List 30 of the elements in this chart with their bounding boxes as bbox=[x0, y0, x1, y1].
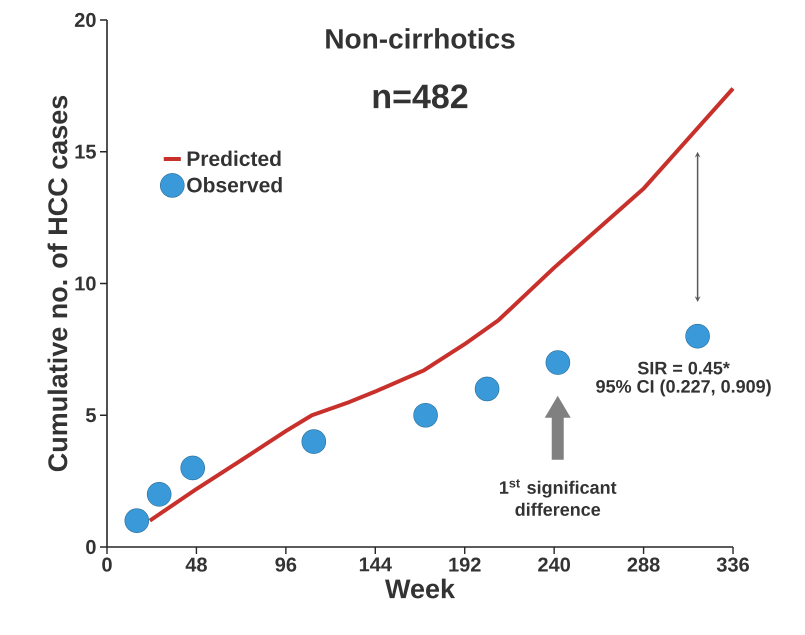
annotation: 1$^{st}$ significant difference bbox=[500, 479, 616, 516]
x-tick-label: 240 bbox=[538, 558, 570, 572]
point bbox=[413, 402, 438, 428]
point bbox=[302, 429, 326, 454]
annotation: 95% CI (0.227, 0.909) bbox=[596, 380, 771, 396]
x-tick-label: 48 bbox=[186, 558, 207, 572]
point bbox=[474, 376, 500, 402]
y-tick-label: 20 bbox=[74, 12, 96, 28]
legend-label: Predicted bbox=[188, 150, 281, 166]
point bbox=[546, 350, 570, 375]
chart-title: Non-cirrhotics bbox=[326, 28, 515, 49]
point bbox=[180, 456, 206, 480]
x-tick-label: 336 bbox=[716, 558, 749, 572]
annotation: SIR = 0.45* bbox=[638, 362, 730, 374]
x-axis-title: Week bbox=[385, 578, 456, 598]
y-tick-label: 5 bbox=[86, 408, 96, 422]
x-tick-label: 96 bbox=[275, 558, 296, 572]
text: n=482 bbox=[374, 84, 468, 108]
y-tick-label: 15 bbox=[75, 144, 96, 159]
point bbox=[146, 482, 172, 507]
x-tick-label: 192 bbox=[449, 558, 481, 572]
y-tick-label: 10 bbox=[75, 276, 96, 291]
legend-label: Observed bbox=[187, 177, 282, 192]
point bbox=[124, 508, 150, 533]
x-tick-label: 144 bbox=[360, 558, 392, 572]
point bbox=[685, 324, 710, 348]
y-axis-title: Cumulative no. of HCC cases bbox=[48, 96, 68, 472]
x-tick-label: 0 bbox=[102, 558, 112, 572]
x-tick-label: 288 bbox=[628, 558, 660, 572]
y-tick-label: 0 bbox=[86, 540, 96, 554]
